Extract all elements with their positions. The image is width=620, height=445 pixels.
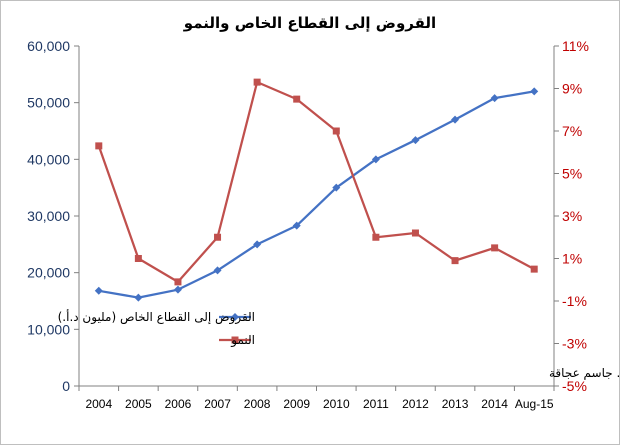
series-1-point [292, 221, 301, 230]
legend-2-label: النمو [230, 333, 255, 348]
series-2-point [530, 265, 538, 273]
x-tick-label: 2014 [481, 397, 508, 411]
x-tick-label: 2013 [442, 397, 469, 411]
series-1-point [173, 285, 182, 294]
series-1-line [98, 90, 535, 299]
series-2-point [134, 255, 142, 262]
series-1-point [371, 155, 380, 164]
series-1-point [411, 136, 420, 145]
series-2-point [491, 244, 499, 252]
left-tick-label: 50,000 [27, 95, 70, 111]
x-tick-label: 2004 [85, 397, 112, 411]
left-tick-label: 20,000 [27, 265, 70, 281]
left-tick-label: 10,000 [27, 321, 70, 337]
right-tick-label: -5% [562, 378, 587, 394]
left-tick-label: 60,000 [27, 38, 70, 54]
series-2-point [293, 95, 301, 103]
series-2-line [97, 81, 535, 283]
x-tick-label: 2007 [204, 397, 231, 411]
series-2-point [95, 142, 103, 150]
series-1-point [332, 183, 341, 192]
series-2 [95, 78, 538, 286]
x-tick-label: 2010 [323, 397, 350, 411]
axes [78, 46, 555, 387]
series-2-point [253, 78, 261, 86]
x-tick-label: 2006 [165, 397, 192, 411]
left-tick-label: 30,000 [27, 208, 70, 224]
x-tick-label: Aug-15 [515, 397, 554, 411]
series-1-point [213, 266, 222, 275]
left-tick-label: 0 [62, 378, 70, 394]
series-2-point [174, 278, 182, 286]
legend-1-label: القروض إلى القطاع الخاص (مليون د.أ.) [58, 309, 255, 325]
right-axis-ticks: -5% -3% -1% 1% 3% 5% 7% 9% 11% [554, 38, 589, 394]
series-1-point [530, 87, 539, 96]
right-tick-label: 11% [562, 38, 589, 54]
x-axis-ticks: 2004 2005 2006 2007 2008 2009 2010 2011 2012 2013… [78, 386, 555, 411]
x-tick-label: 2012 [402, 397, 429, 411]
series-1-point [94, 286, 103, 295]
legend: القروض إلى القطاع الخاص (مليون د.أ.) النم… [58, 309, 255, 348]
author-credit: د. جاسم عجاقة [549, 366, 619, 380]
series-2-point [214, 233, 222, 241]
legend-1-marker [231, 313, 239, 321]
x-tick-label: 2005 [125, 397, 152, 411]
right-tick-label: 9% [562, 81, 582, 97]
legend-2-marker [231, 336, 239, 344]
x-tick-label: 2011 [363, 397, 389, 411]
chart-title: القروض إلى القطاع الخاص والنمو [183, 14, 436, 32]
right-tick-label: 7% [562, 123, 582, 139]
left-tick-label: 40,000 [27, 151, 70, 167]
x-tick-label: 2008 [244, 397, 271, 411]
series-1-point [253, 240, 262, 249]
series-layer [94, 78, 539, 302]
series-2-point [332, 127, 340, 135]
series-1-point [451, 115, 460, 124]
series-2-point [451, 257, 459, 265]
right-tick-label: -3% [562, 336, 587, 352]
series-1 [94, 87, 539, 302]
series-2-point [411, 229, 419, 237]
series-1-point [490, 94, 499, 103]
right-tick-label: 3% [562, 208, 582, 224]
series-1-point [134, 293, 143, 302]
right-tick-label: 1% [562, 251, 582, 267]
x-tick-label: 2009 [283, 397, 310, 411]
right-tick-label: 5% [562, 166, 582, 182]
series-2-point [372, 233, 380, 241]
right-tick-label: -1% [562, 293, 587, 309]
left-axis-ticks: 0 10,000 20,000 30,000 40,000 50,000 60,000 [27, 38, 79, 394]
